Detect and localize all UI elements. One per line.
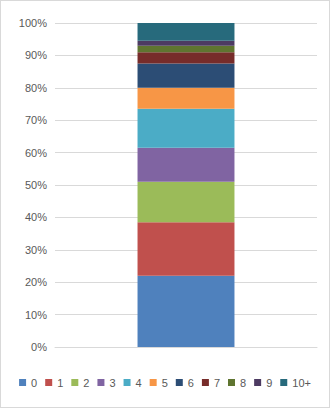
svg-text:60%: 60% — [25, 147, 47, 159]
svg-text:0%: 0% — [31, 341, 47, 353]
svg-text:10%: 10% — [25, 309, 47, 321]
svg-text:0: 0 — [31, 377, 37, 389]
svg-text:90%: 90% — [25, 49, 47, 61]
svg-text:4: 4 — [136, 377, 142, 389]
svg-text:3: 3 — [109, 377, 115, 389]
svg-text:80%: 80% — [25, 82, 47, 94]
svg-text:100%: 100% — [19, 17, 47, 29]
svg-text:5: 5 — [162, 377, 168, 389]
svg-text:7: 7 — [214, 377, 220, 389]
svg-text:70%: 70% — [25, 114, 47, 126]
svg-text:50%: 50% — [25, 179, 47, 191]
svg-text:20%: 20% — [25, 276, 47, 288]
svg-text:10+: 10+ — [292, 377, 311, 389]
svg-text:30%: 30% — [25, 244, 47, 256]
svg-text:8: 8 — [240, 377, 246, 389]
svg-text:6: 6 — [188, 377, 194, 389]
svg-text:9: 9 — [266, 377, 272, 389]
svg-text:1: 1 — [57, 377, 63, 389]
svg-text:40%: 40% — [25, 211, 47, 223]
svg-text:2: 2 — [83, 377, 89, 389]
